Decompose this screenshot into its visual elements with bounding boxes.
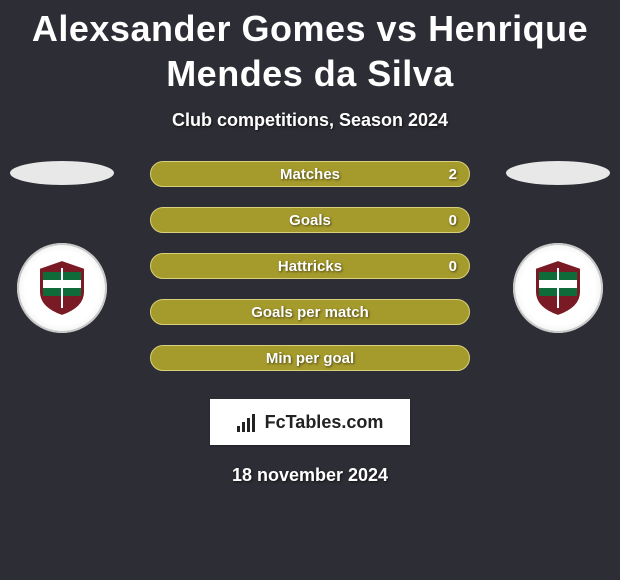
player-left-oval [10,161,114,185]
stat-label: Goals [289,212,331,229]
stat-bar: Min per goal [150,345,470,371]
stat-bar: Hattricks 0 [150,253,470,279]
player-left-badge [17,243,107,333]
stat-value-right: 0 [449,258,457,275]
club-shield-icon [35,258,89,318]
player-right-badge [513,243,603,333]
club-shield-icon [531,258,585,318]
stat-bars: Matches 2 Goals 0 Hattricks 0 Goals per … [150,161,470,371]
stat-bar: Matches 2 [150,161,470,187]
brand-box: FcTables.com [210,399,410,445]
stat-label: Hattricks [278,258,342,275]
subtitle: Club competitions, Season 2024 [0,110,620,131]
stat-value-right: 0 [449,212,457,229]
stat-label: Goals per match [251,304,369,321]
page-title: Alexsander Gomes vs Henrique Mendes da S… [0,0,620,96]
player-right-column [506,161,610,333]
player-left-column [10,161,114,333]
player-right-oval [506,161,610,185]
stat-label: Matches [280,166,340,183]
comparison-content: Matches 2 Goals 0 Hattricks 0 Goals per … [0,161,620,486]
bar-chart-icon [237,412,259,432]
date-text: 18 november 2024 [0,465,620,486]
stat-bar: Goals 0 [150,207,470,233]
brand-text: FcTables.com [265,412,384,433]
stat-label: Min per goal [266,350,354,367]
stat-value-right: 2 [449,166,457,183]
stat-bar: Goals per match [150,299,470,325]
